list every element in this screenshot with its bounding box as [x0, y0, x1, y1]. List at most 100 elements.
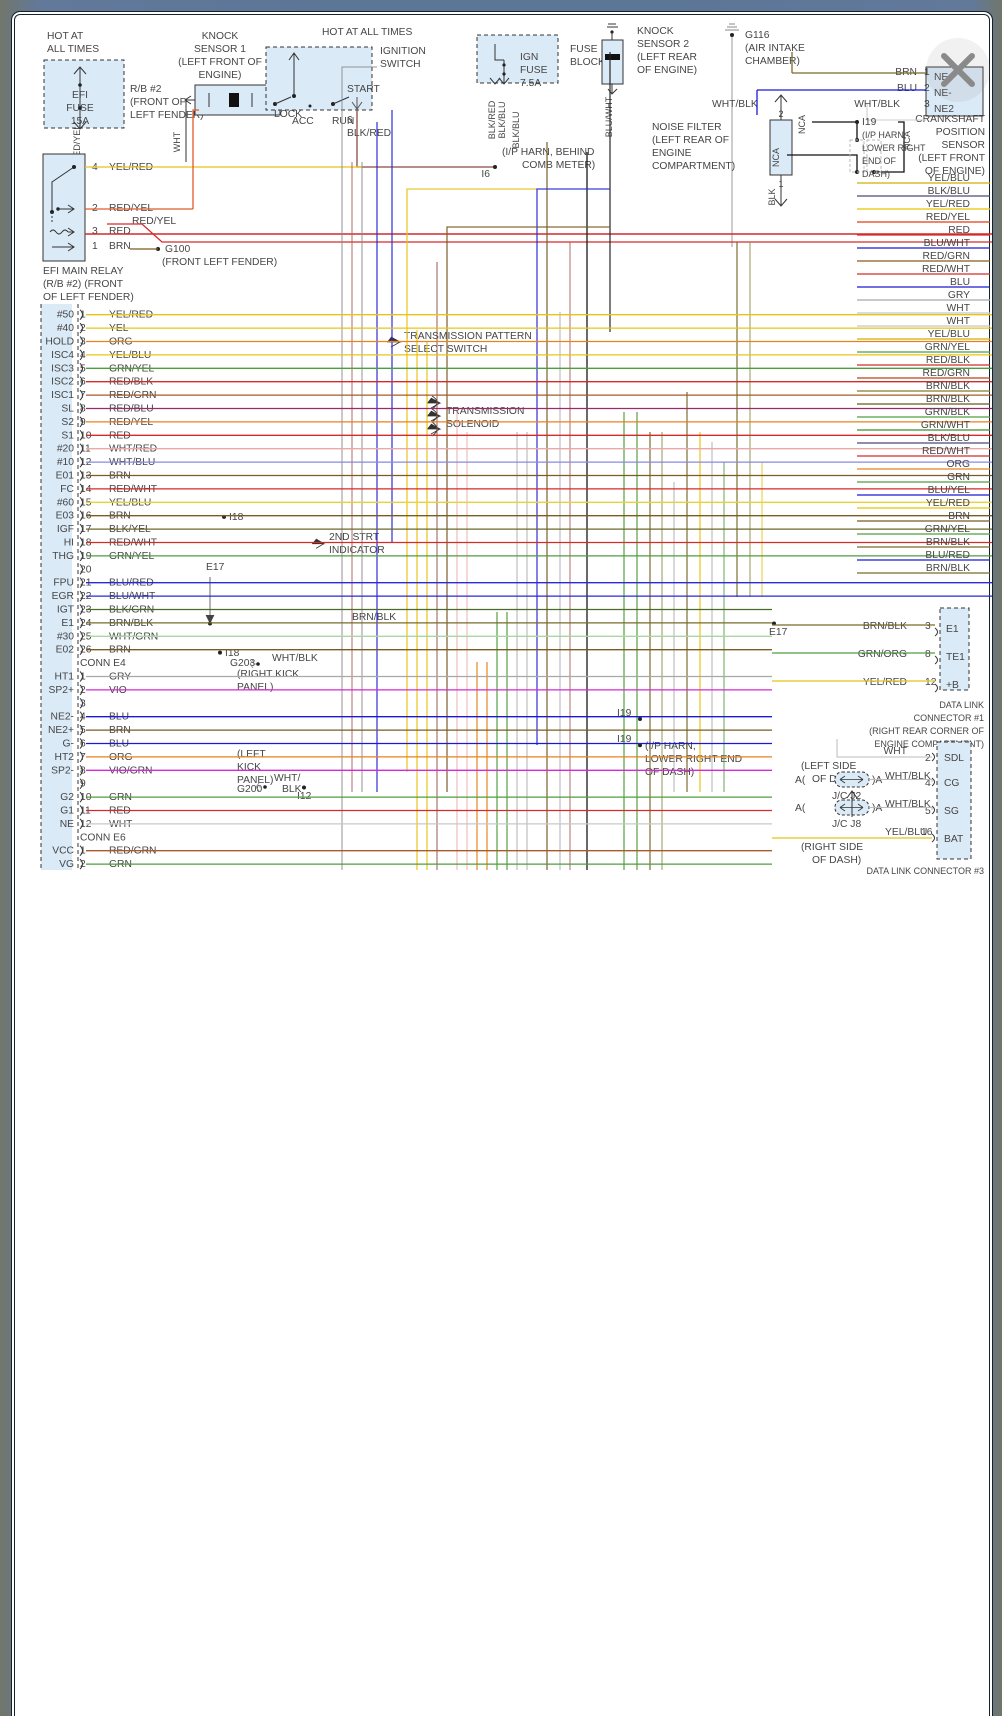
svg-text:#60: #60	[57, 497, 74, 508]
svg-text:I6: I6	[481, 169, 490, 180]
svg-text:#30: #30	[57, 631, 74, 642]
svg-text:SOLENOID: SOLENOID	[446, 419, 499, 430]
svg-text:3: 3	[80, 337, 86, 348]
svg-text:#40: #40	[57, 323, 74, 334]
svg-text:THG: THG	[52, 551, 74, 562]
svg-text:6: 6	[80, 739, 86, 750]
svg-text:BRN/BLK: BRN/BLK	[926, 563, 970, 574]
svg-text:SENSOR: SENSOR	[942, 140, 986, 151]
svg-text:S1: S1	[61, 430, 74, 441]
svg-text:WHT/BLK: WHT/BLK	[854, 99, 900, 110]
svg-text:(FRONT LEFT FENDER): (FRONT LEFT FENDER)	[162, 257, 277, 268]
svg-text:BLK/BLU: BLK/BLU	[928, 186, 970, 197]
svg-text:(LEFT FRONT: (LEFT FRONT	[918, 153, 985, 164]
svg-text:LOWER RIGHT: LOWER RIGHT	[862, 143, 926, 153]
svg-text:SP2+: SP2+	[49, 685, 74, 696]
svg-text:A(: A(	[795, 775, 806, 786]
svg-text:BLK/BLU: BLK/BLU	[511, 111, 521, 148]
svg-text:GRN/WHT: GRN/WHT	[921, 420, 971, 431]
svg-text:BLU/WHT: BLU/WHT	[604, 96, 614, 137]
svg-text:OF LEFT FENDER): OF LEFT FENDER)	[43, 292, 134, 303]
svg-text:CG: CG	[944, 778, 959, 789]
svg-text:(FRONT OF: (FRONT OF	[130, 97, 186, 108]
svg-text:#50: #50	[57, 310, 74, 321]
svg-text:KNOCK: KNOCK	[637, 26, 674, 37]
svg-text:GRN/BLK: GRN/BLK	[925, 407, 970, 418]
svg-text:NE: NE	[60, 819, 74, 830]
svg-text:KNOCK: KNOCK	[202, 31, 239, 42]
svg-text:1: 1	[92, 241, 98, 252]
svg-text:(LEFT FRONT OF: (LEFT FRONT OF	[178, 57, 262, 68]
svg-text:PANEL): PANEL)	[237, 682, 273, 693]
svg-text:6: 6	[347, 115, 353, 126]
svg-text:G2: G2	[60, 792, 74, 803]
svg-text:G200: G200	[237, 784, 262, 795]
svg-text:2: 2	[925, 753, 931, 764]
svg-text:COMB METER): COMB METER)	[522, 160, 595, 171]
svg-text:DATA LINK: DATA LINK	[939, 700, 984, 710]
svg-text:END OF: END OF	[862, 156, 897, 166]
svg-text:WHT: WHT	[172, 131, 182, 152]
svg-text:E1: E1	[946, 624, 959, 635]
svg-text:2: 2	[80, 859, 86, 870]
svg-text:ACC: ACC	[292, 116, 314, 127]
svg-text:BRN/BLK: BRN/BLK	[926, 537, 970, 548]
svg-text:BLK/RED: BLK/RED	[347, 128, 391, 139]
svg-text:(I/P HARN,: (I/P HARN,	[862, 130, 906, 140]
svg-text:START: START	[347, 84, 381, 95]
svg-text:SP2-: SP2-	[51, 765, 74, 776]
svg-text:WHT/BLK: WHT/BLK	[885, 771, 931, 782]
svg-text:A(: A(	[795, 803, 806, 814]
svg-text:BLU/YEL: BLU/YEL	[928, 485, 971, 496]
svg-text:BLK/BLU: BLK/BLU	[497, 101, 507, 138]
svg-text:OF DASH): OF DASH)	[812, 855, 861, 866]
svg-text:GRN: GRN	[947, 472, 970, 483]
svg-text:J/C J8: J/C J8	[832, 819, 861, 830]
svg-text:12: 12	[925, 677, 937, 688]
svg-text:(RIGHT REAR CORNER OF: (RIGHT REAR CORNER OF	[869, 726, 984, 736]
svg-text:BLU/RED: BLU/RED	[925, 550, 970, 561]
svg-text:1: 1	[80, 672, 86, 683]
svg-text:WHT/BLK: WHT/BLK	[272, 653, 318, 664]
svg-text:(LEFT REAR OF: (LEFT REAR OF	[652, 135, 729, 146]
svg-text:9: 9	[80, 417, 86, 428]
svg-text:3: 3	[92, 226, 98, 237]
svg-text:BRN/BLK: BRN/BLK	[926, 394, 970, 405]
svg-text:BLK/BLU: BLK/BLU	[928, 433, 970, 444]
svg-text:WHT/: WHT/	[274, 773, 300, 784]
svg-text:E17: E17	[206, 562, 225, 573]
svg-text:7.5A: 7.5A	[520, 78, 541, 89]
svg-text:GRN/YEL: GRN/YEL	[925, 524, 970, 535]
svg-text:IGF: IGF	[57, 524, 74, 535]
svg-text:G116: G116	[745, 30, 770, 41]
svg-text:NCA: NCA	[771, 148, 781, 167]
svg-text:8: 8	[925, 649, 931, 660]
svg-text:+B: +B	[946, 680, 959, 691]
svg-text:ALL TIMES: ALL TIMES	[47, 44, 99, 55]
svg-text:6: 6	[80, 377, 86, 388]
svg-text:BLU: BLU	[950, 277, 970, 288]
svg-text:(AIR INTAKE: (AIR INTAKE	[745, 43, 805, 54]
svg-text:BLU: BLU	[897, 83, 917, 94]
svg-text:RED: RED	[109, 226, 131, 237]
svg-text:WHT/BLK: WHT/BLK	[885, 799, 931, 810]
svg-text:FUSE: FUSE	[570, 44, 598, 55]
svg-text:1: 1	[80, 310, 86, 321]
svg-text:HOT AT ALL TIMES: HOT AT ALL TIMES	[322, 27, 413, 38]
svg-text:BRN: BRN	[109, 241, 131, 252]
svg-text:(LEFT SIDE: (LEFT SIDE	[801, 761, 856, 772]
svg-text:1: 1	[80, 846, 86, 857]
svg-text:R/B #2: R/B #2	[130, 84, 162, 95]
svg-text:GRN/ORG: GRN/ORG	[858, 649, 907, 660]
svg-text:NCA: NCA	[797, 115, 807, 134]
svg-text:LOWER RIGHT END: LOWER RIGHT END	[645, 754, 742, 765]
svg-text:ENGINE: ENGINE	[652, 148, 692, 159]
svg-text:BLK: BLK	[767, 188, 777, 205]
svg-text:YEL/BLU: YEL/BLU	[928, 173, 970, 184]
svg-text:ISC1: ISC1	[51, 390, 74, 401]
svg-text:)A: )A	[872, 803, 882, 814]
svg-text:SENSOR 1: SENSOR 1	[194, 44, 246, 55]
svg-text:#20: #20	[57, 444, 74, 455]
svg-text:3: 3	[924, 99, 930, 110]
svg-text:WHT: WHT	[947, 303, 971, 314]
